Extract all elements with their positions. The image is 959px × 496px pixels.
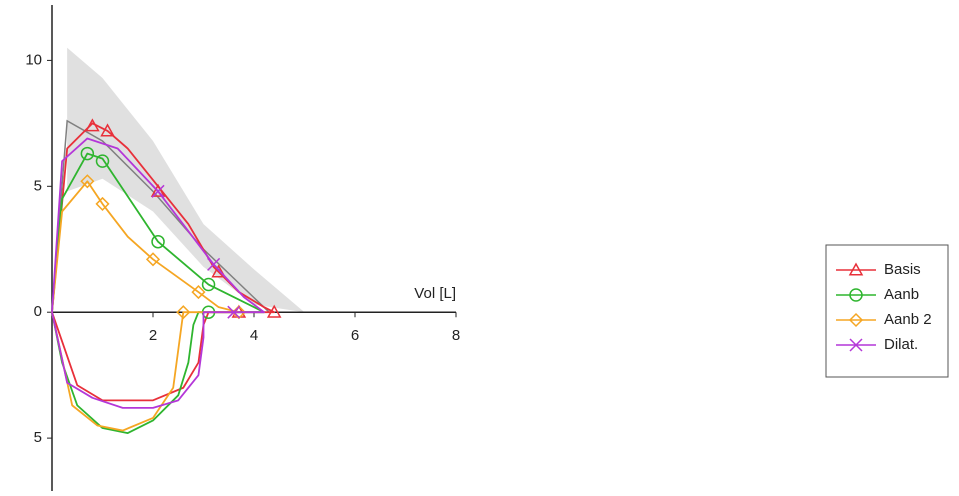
marker xyxy=(191,285,206,300)
y-tick-label: 0 xyxy=(34,303,42,320)
marker xyxy=(151,184,165,198)
x-tick-label: 4 xyxy=(250,327,258,344)
y-tick-label: 5 xyxy=(34,429,42,446)
x-tick-label: 2 xyxy=(149,327,157,344)
legend-label: Aanb xyxy=(884,286,919,303)
marker xyxy=(211,264,226,278)
marker xyxy=(145,252,161,267)
y-tick-label: 10 xyxy=(25,51,42,68)
x-tick-label: 8 xyxy=(452,327,460,344)
legend-box xyxy=(825,244,949,378)
marker xyxy=(95,196,110,211)
marker xyxy=(207,257,221,271)
marker xyxy=(95,154,110,168)
series-line xyxy=(51,137,266,409)
marker xyxy=(849,288,863,302)
series-line xyxy=(51,152,266,434)
marker xyxy=(227,305,241,319)
legend-label: Dilat. xyxy=(884,336,918,353)
x-tick-label: 6 xyxy=(351,327,359,344)
marker xyxy=(80,146,95,161)
marker xyxy=(201,277,216,292)
legend-label: Basis xyxy=(884,261,921,278)
marker xyxy=(266,304,282,318)
reference-line xyxy=(51,119,270,313)
marker xyxy=(80,174,95,189)
marker xyxy=(150,183,166,197)
x-axis-label: Vol [L] xyxy=(414,285,456,302)
legend-label: Aanb 2 xyxy=(884,311,932,328)
marker xyxy=(849,338,863,352)
series-line xyxy=(51,122,276,402)
marker xyxy=(151,234,165,249)
y-tick-label: 5 xyxy=(34,177,42,194)
marker xyxy=(176,305,191,320)
marker xyxy=(848,262,864,276)
marker xyxy=(100,123,115,137)
marker xyxy=(848,312,864,328)
marker xyxy=(85,118,100,132)
reference-band xyxy=(67,47,305,313)
